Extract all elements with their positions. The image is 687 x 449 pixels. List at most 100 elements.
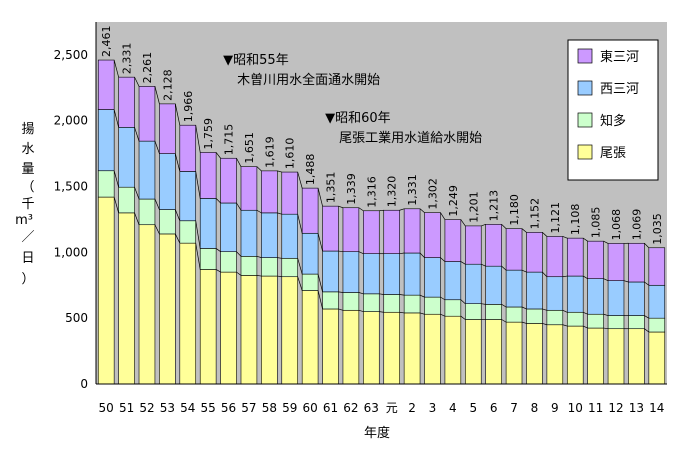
connector-line — [358, 309, 364, 312]
bar-segment-西三河 — [138, 140, 156, 200]
x-tick-label: 14 — [649, 401, 664, 415]
bar-segment-知多 — [444, 299, 462, 317]
connector-line — [277, 170, 282, 173]
x-tick-label: 5 — [469, 401, 477, 415]
x-tick-label: 8 — [531, 401, 539, 415]
bar-segment-東三河 — [138, 86, 156, 142]
bar-segment-尾張 — [179, 242, 197, 385]
bar-segment-東三河 — [240, 166, 258, 211]
total-label: 1,180 — [508, 194, 521, 226]
connector-line — [603, 327, 609, 330]
bar-segment-尾張 — [138, 224, 156, 385]
connector-line — [277, 275, 282, 278]
connector-line — [134, 77, 140, 87]
total-label: 1,249 — [447, 185, 460, 217]
bar-segment-東三河 — [159, 103, 176, 154]
bar-segment-東三河 — [220, 157, 237, 204]
total-label: 1,085 — [590, 207, 603, 239]
bar-segment-尾張 — [261, 275, 278, 385]
bar-segment-西三河 — [240, 209, 258, 257]
bar-segment-西三河 — [281, 213, 298, 259]
connector-line — [379, 209, 384, 212]
connector-line — [256, 255, 262, 258]
connector-line — [236, 251, 242, 257]
bar-segment-西三河 — [648, 284, 666, 319]
bar-segment-東三河 — [199, 152, 217, 199]
bar-segment-尾張 — [566, 325, 584, 385]
connector-line — [440, 313, 446, 317]
bar-segment-西三河 — [424, 257, 441, 298]
y-axis-title-char: （ — [21, 180, 34, 195]
x-tick-label: 10 — [568, 401, 583, 415]
connector-line — [481, 223, 486, 227]
y-tick-label: 2,500 — [54, 48, 88, 62]
connector-line — [113, 196, 119, 213]
connector-line — [277, 257, 282, 259]
bar-segment-東三河 — [444, 219, 462, 262]
bar-segment-知多 — [628, 315, 645, 330]
x-tick-label: 4 — [449, 401, 457, 415]
bar-segment-知多 — [505, 306, 523, 323]
connector-line — [644, 315, 650, 319]
bar-segment-知多 — [322, 291, 339, 310]
bar-segment-西三河 — [403, 252, 421, 296]
y-axis-title: 揚水量 （ 千m³ ／ 日 ） — [15, 121, 34, 287]
connector-line — [644, 328, 650, 333]
connector-line — [113, 109, 119, 128]
connector-line — [236, 271, 242, 276]
connector-line — [419, 294, 425, 298]
connector-line — [460, 261, 466, 265]
bar-segment-尾張 — [607, 328, 625, 385]
y-tick-label: 2,000 — [54, 114, 88, 128]
bar-segment-西三河 — [220, 202, 237, 253]
connector-line — [562, 275, 568, 278]
connector-line — [358, 251, 364, 255]
bar-segment-東三河 — [566, 237, 584, 277]
connector-line — [481, 303, 486, 305]
bar-segment-西三河 — [505, 269, 523, 308]
x-tick-label: 56 — [221, 401, 236, 415]
connector-line — [256, 166, 262, 172]
connector-line — [501, 319, 507, 323]
x-tick-label: 50 — [99, 401, 114, 415]
connector-line — [521, 306, 527, 310]
bar-segment-知多 — [363, 293, 380, 312]
bar-segment-西三河 — [526, 271, 543, 310]
bar-segment-東三河 — [628, 242, 645, 283]
bar-segment-西三河 — [465, 263, 482, 305]
x-tick-label: 元 — [386, 401, 398, 415]
connector-line — [562, 236, 568, 239]
connector-line — [399, 294, 405, 296]
total-label: 2,461 — [100, 26, 113, 58]
connector-line — [215, 198, 221, 204]
connector-line — [215, 248, 221, 252]
connector-line — [297, 276, 303, 291]
total-label: 1,651 — [243, 132, 256, 163]
bar-segment-西三河 — [607, 280, 625, 316]
bar-segment-尾張 — [281, 276, 298, 385]
x-tick-label: 13 — [629, 401, 644, 415]
bar-segment-東三河 — [97, 59, 115, 110]
connector-line — [460, 315, 466, 320]
bar-segment-知多 — [485, 304, 502, 320]
total-label: 2,261 — [141, 52, 154, 84]
x-tick-label: 59 — [282, 401, 297, 415]
connector-line — [195, 243, 201, 270]
x-axis-title: 年度 — [364, 425, 390, 441]
x-tick-label: 6 — [490, 401, 498, 415]
total-label: 1,035 — [651, 213, 664, 245]
bar-segment-知多 — [403, 294, 421, 314]
total-label: 1,201 — [467, 191, 480, 223]
bar-segment-知多 — [607, 315, 625, 330]
bar-segment-尾張 — [301, 290, 319, 385]
total-label: 1,331 — [406, 174, 419, 206]
bar-segment-東三河 — [383, 209, 400, 254]
connector-line — [338, 250, 344, 253]
bar-segment-尾張 — [648, 331, 666, 385]
y-axis-title-char: 千 — [21, 197, 34, 212]
bar-segment-尾張 — [485, 319, 502, 385]
connector-line — [501, 224, 507, 229]
connector-line — [134, 127, 140, 142]
connector-line — [501, 304, 507, 308]
connector-line — [583, 325, 588, 329]
